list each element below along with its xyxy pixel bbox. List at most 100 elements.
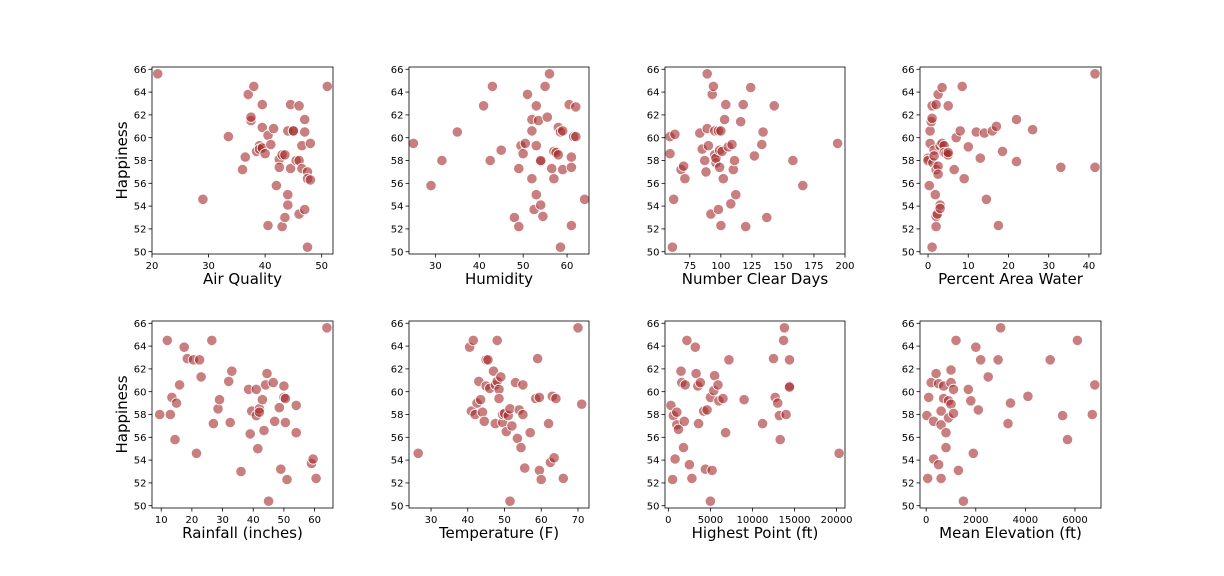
scatter-point (1055, 161, 1067, 173)
scatter-point (694, 376, 706, 389)
scatter-point (524, 427, 536, 439)
scatter-point (301, 241, 314, 253)
x-tick-label: 30 (425, 515, 438, 526)
scatter-point (554, 241, 567, 253)
y-tick-label: 54 (134, 202, 147, 213)
scatter-point (692, 417, 705, 430)
scatter-point (1010, 113, 1023, 126)
y-tick-label: 58 (391, 410, 404, 421)
scatter-point (262, 219, 274, 232)
scatter-point (256, 121, 268, 134)
scatter-point (491, 334, 503, 346)
scatter-panel-1: 20 30 40 50 50 52 54 56 58 60 62 64 66 Air Quality Hap… (113, 65, 334, 288)
scatter-point (737, 99, 749, 111)
y-tick-label: 60 (134, 387, 147, 398)
scatter-point (279, 149, 291, 161)
y-tick-label: 62 (647, 110, 660, 121)
scatter-point (1089, 161, 1101, 173)
x-axis-label: Percent Area Water (938, 270, 1084, 288)
y-tick-label: 56 (902, 433, 915, 444)
scatter-point (495, 144, 507, 156)
y-tick-label: 52 (902, 225, 915, 236)
scatter-point (535, 154, 547, 167)
scatter-point (1089, 68, 1101, 80)
y-tick-label: 54 (391, 202, 404, 213)
scatter-point (994, 322, 1007, 334)
scatter-point (664, 148, 676, 160)
y-tick-label: 60 (902, 133, 915, 144)
y-tick-label: 56 (647, 179, 660, 190)
scatter-point (668, 193, 680, 205)
y-tick-label: 54 (134, 456, 147, 467)
scatter-point (730, 189, 742, 201)
scatter-point (578, 193, 591, 205)
scatter-point (261, 367, 273, 380)
y-tick-label: 50 (391, 247, 404, 258)
scatter-point (543, 68, 556, 80)
scatter-point (526, 173, 538, 185)
scatter-point (265, 138, 277, 151)
scatter-point (467, 334, 479, 346)
y-tick-label: 66 (902, 65, 915, 76)
scatter-point (253, 406, 265, 418)
scatter-point (190, 447, 203, 459)
y-tick-label: 54 (902, 202, 915, 213)
scatter-point (259, 148, 271, 160)
scatter-point (982, 371, 994, 383)
y-tick-label: 56 (391, 433, 404, 444)
scatter-point (950, 334, 962, 346)
scatter-point (678, 415, 690, 427)
scatter-point (934, 202, 946, 214)
scatter-point (546, 162, 558, 175)
scatter-point (930, 367, 942, 380)
scatter-point (704, 495, 717, 507)
scatter-point (1022, 390, 1034, 402)
scatter-point (207, 417, 219, 430)
y-tick-label: 62 (902, 110, 915, 121)
scatter-point (942, 100, 954, 112)
y-tick-label: 60 (391, 387, 404, 398)
scatter-point (936, 81, 948, 94)
x-axis-label: Number Clear Days (682, 270, 829, 288)
scatter-point (321, 80, 333, 93)
scatter-point (683, 459, 696, 471)
scatter-point (970, 341, 982, 353)
scatter-point (236, 164, 249, 176)
scatter-panel-2: 30 40 50 60 50 52 54 56 58 60 62 64 66 Humidity (391, 65, 591, 288)
scatter-point (273, 402, 285, 414)
scatter-point (250, 383, 262, 395)
x-tick-label: 15000 (779, 515, 811, 526)
x-axis-label: Highest Point (ft) (692, 524, 819, 542)
scatter-point (975, 354, 987, 366)
scatter-point (833, 447, 845, 459)
scatter-point (565, 219, 578, 232)
x-axis-label: Humidity (465, 270, 533, 288)
scatter-point (757, 126, 769, 138)
x-tick-label: 40 (1083, 261, 1096, 272)
x-tick-label: 60 (535, 515, 548, 526)
scatter-point (952, 464, 965, 476)
scatter-point (279, 392, 291, 405)
scatter-point (783, 354, 796, 366)
scatter-point (565, 161, 578, 173)
x-tick-label: 40 (473, 261, 486, 272)
scatter-point (533, 391, 546, 403)
scatter-point (310, 472, 322, 484)
scatter-point (519, 137, 531, 149)
y-tick-label: 58 (902, 410, 915, 421)
scatter-point (290, 427, 302, 439)
y-tick-label: 50 (391, 501, 404, 512)
y-tick-label: 66 (134, 319, 147, 330)
scatter-point (321, 322, 333, 334)
scatter-point (947, 383, 960, 395)
scatter-point (675, 365, 687, 377)
scatter-point (954, 125, 966, 137)
scatter-point (932, 459, 945, 471)
x-tick-label: 50 (498, 515, 511, 526)
x-tick-label: 30 (202, 261, 215, 272)
x-tick-label: 20 (146, 261, 159, 272)
scatter-point (487, 365, 500, 377)
scatter-point (935, 405, 947, 417)
scatter-point (990, 120, 1003, 132)
scatter-point (495, 371, 507, 383)
